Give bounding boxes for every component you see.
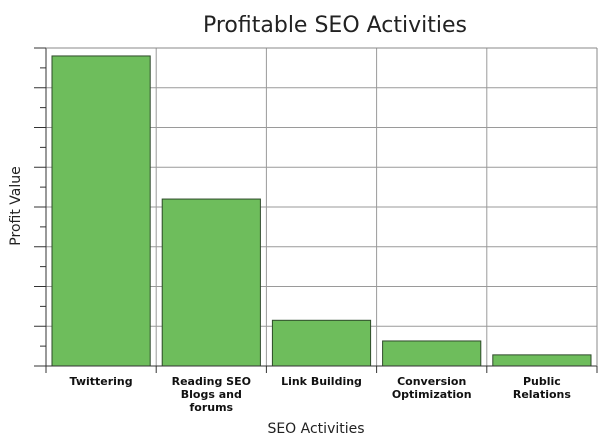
category-label: Link Building [281,375,362,388]
bar [271,319,372,367]
category-label-line: Relations [513,388,572,401]
x-tick-labels: Twittering Reading SEO Blogs and forums Link… [70,375,572,414]
category-label: Twittering [70,375,133,388]
y-axis-label: Profit Value [8,166,24,245]
bar [492,354,592,367]
category-label-line: Twittering [70,375,133,388]
axes [34,47,598,373]
chart-title: Profitable SEO Activities [203,13,467,38]
category-label: Conversion Optimization [392,375,472,401]
category-label: Reading SEO Blogs and forums [172,375,251,414]
bar [382,340,482,367]
category-label-line: Conversion [397,375,466,388]
bar [161,198,261,367]
x-axis-label: SEO Activities [267,421,364,437]
bar [51,55,151,367]
category-label-line: Optimization [392,388,472,401]
category-label-line: Reading SEO [172,375,251,388]
category-label-line: Public [523,375,561,388]
category-label: Public Relations [513,375,572,401]
bars [51,55,592,367]
category-label-line: forums [189,401,233,414]
category-label-line: Blogs and [181,388,242,401]
category-label-line: Link Building [281,375,362,388]
